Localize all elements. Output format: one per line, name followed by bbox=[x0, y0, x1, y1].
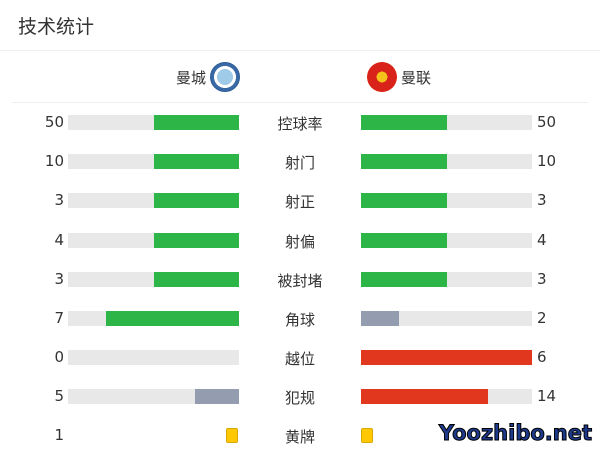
stat-row: 3 被封堵 3 bbox=[0, 269, 600, 290]
man-city-crest-icon bbox=[210, 62, 240, 92]
stat-row: 5 犯规 14 bbox=[0, 387, 600, 408]
away-bar bbox=[361, 154, 532, 170]
away-bar bbox=[361, 193, 532, 209]
home-value: 1 bbox=[54, 426, 64, 444]
stat-row: 4 射偏 4 bbox=[0, 230, 600, 251]
stat-row: 7 角球 2 bbox=[0, 309, 600, 329]
stat-label: 犯规 bbox=[284, 389, 315, 408]
home-value: 0 bbox=[54, 348, 64, 367]
away-bar-fill bbox=[361, 271, 447, 287]
yellow-card-icon bbox=[361, 428, 373, 443]
away-value: 10 bbox=[537, 152, 557, 171]
home-bar bbox=[68, 311, 239, 326]
home-value: 3 bbox=[54, 269, 64, 288]
home-bar-fill bbox=[153, 271, 239, 287]
home-value: 5 bbox=[54, 387, 64, 406]
stat-label: 越位 bbox=[284, 350, 315, 369]
home-value: 3 bbox=[54, 191, 64, 210]
home-bar-fill bbox=[153, 115, 239, 130]
away-bar bbox=[361, 311, 532, 326]
away-bar bbox=[361, 271, 532, 287]
watermark: Yoozhibo.net bbox=[438, 421, 592, 446]
man-united-crest-icon bbox=[367, 62, 397, 92]
away-bar-fill bbox=[361, 193, 447, 209]
away-bar-fill bbox=[361, 115, 447, 130]
home-value: 4 bbox=[54, 230, 64, 249]
home-bar-fill bbox=[105, 311, 239, 326]
home-team-name: 曼城 bbox=[175, 68, 206, 87]
home-bar bbox=[68, 350, 239, 366]
home-value: 50 bbox=[44, 113, 64, 131]
away-bar-fill bbox=[361, 389, 488, 405]
home-team: 曼城 bbox=[176, 62, 240, 92]
away-bar bbox=[361, 232, 532, 248]
away-bar bbox=[361, 350, 532, 366]
away-value: 3 bbox=[537, 269, 547, 288]
home-bar-fill bbox=[153, 154, 239, 170]
yellow-card-icon bbox=[226, 428, 238, 443]
away-team: 曼联 bbox=[367, 62, 431, 92]
stat-row: 3 射正 3 bbox=[0, 191, 600, 212]
away-value: 2 bbox=[537, 309, 547, 327]
home-value: 10 bbox=[44, 152, 64, 171]
stat-row: 10 射门 10 bbox=[0, 152, 600, 173]
home-bar-fill bbox=[153, 232, 239, 248]
home-bar-fill bbox=[153, 193, 239, 209]
stat-label: 被封堵 bbox=[277, 271, 323, 290]
away-bar-fill bbox=[361, 311, 399, 326]
away-bar bbox=[361, 389, 532, 405]
stat-row: 50 控球率 50 bbox=[0, 113, 600, 133]
away-value: 4 bbox=[537, 230, 547, 249]
home-bar bbox=[68, 232, 239, 248]
stat-row-yellow-cards: 1 黄牌 bbox=[0, 426, 600, 446]
away-value: 6 bbox=[537, 348, 547, 367]
home-bar bbox=[68, 271, 239, 287]
home-bar bbox=[68, 389, 239, 405]
stat-label: 射偏 bbox=[284, 232, 315, 251]
stat-label: 黄牌 bbox=[284, 428, 315, 446]
away-bar-fill bbox=[361, 154, 447, 170]
divider bbox=[0, 50, 600, 51]
page-title: 技术统计 bbox=[18, 16, 95, 38]
stat-label: 控球率 bbox=[277, 115, 323, 133]
home-bar-fill bbox=[194, 389, 239, 405]
away-value: 50 bbox=[537, 113, 557, 131]
away-bar-fill bbox=[361, 232, 447, 248]
away-bar-fill bbox=[361, 350, 532, 366]
away-bar bbox=[361, 115, 532, 130]
stat-label: 射正 bbox=[284, 193, 315, 212]
stat-label: 射门 bbox=[284, 154, 315, 173]
home-bar bbox=[68, 115, 239, 130]
home-value: 7 bbox=[54, 309, 64, 327]
stat-row: 0 越位 6 bbox=[0, 348, 600, 369]
stat-label: 角球 bbox=[284, 311, 315, 329]
away-value: 14 bbox=[537, 387, 557, 406]
home-bar bbox=[68, 193, 239, 209]
divider bbox=[12, 102, 588, 103]
away-value: 3 bbox=[537, 191, 547, 210]
away-team-name: 曼联 bbox=[401, 68, 432, 87]
home-bar bbox=[68, 154, 239, 170]
